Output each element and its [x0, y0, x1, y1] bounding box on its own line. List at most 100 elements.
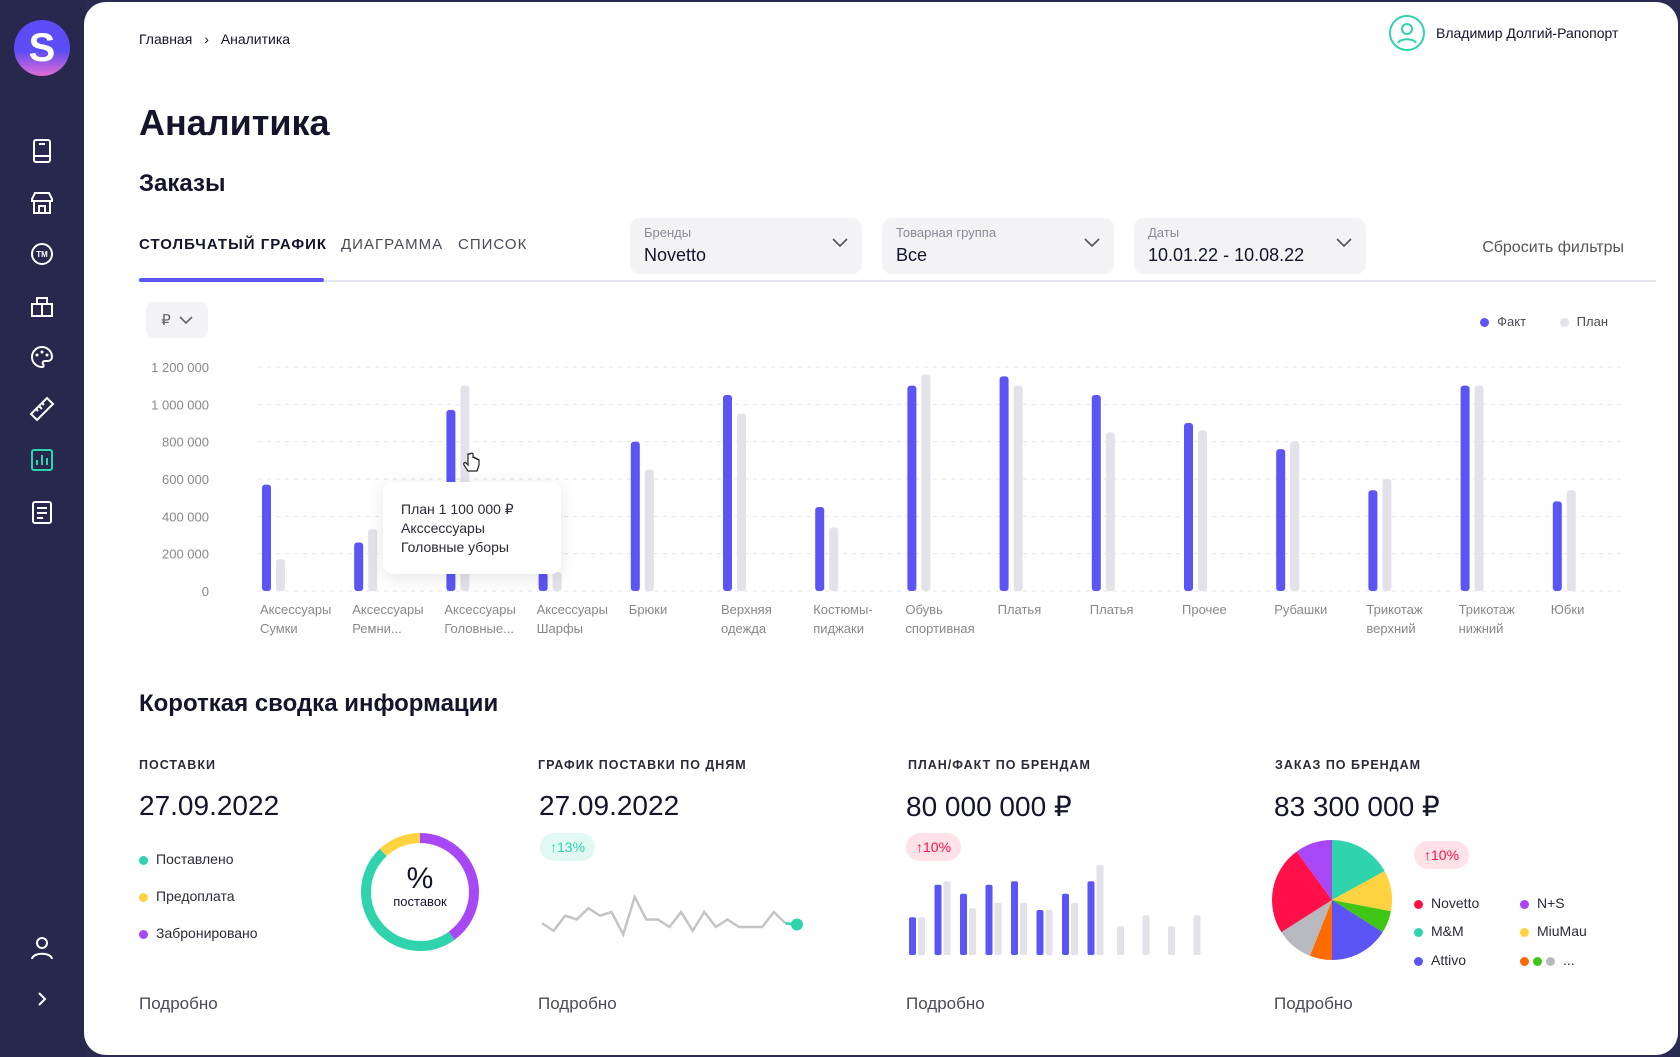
bar-fact [1091, 395, 1101, 591]
pie-chart [1272, 840, 1392, 960]
details-link[interactable]: Подробно [1274, 994, 1353, 1013]
bar-plan [1198, 430, 1207, 591]
user-name: Владимир Долгий-Рапопорт [1436, 25, 1619, 41]
mini-bar-fact [934, 884, 942, 955]
bar-fact [630, 441, 640, 591]
filter-value: Novetto [644, 245, 707, 265]
svg-text:TM: TM [36, 250, 48, 259]
bar-fact [1276, 449, 1286, 591]
user-icon [31, 937, 53, 960]
reset-filters-button[interactable]: Сбросить фильтры [1482, 239, 1624, 256]
currency-select[interactable]: ₽ [146, 302, 208, 338]
bar-fact [1368, 490, 1378, 591]
bar-fact [1460, 385, 1470, 591]
bar-plan [276, 559, 285, 591]
x-tick-label: Юбки [1551, 602, 1585, 617]
bar-plan [1013, 385, 1023, 591]
sidebar-item-store[interactable] [26, 187, 58, 219]
donut-segment [361, 833, 479, 951]
details-link[interactable]: Подробно [538, 994, 617, 1013]
page-title: Аналитика [139, 102, 330, 143]
tab-bar-chart[interactable]: СТОЛБЧАТЫЙ ГРАФИК [139, 236, 328, 253]
mini-bar-fact [985, 884, 993, 955]
card-value: 27.09.2022 [139, 790, 280, 821]
bar-plan [737, 413, 746, 591]
sidebar-item-book[interactable] [26, 135, 58, 167]
legend-item: M&M [1414, 923, 1464, 939]
bar-plan [368, 529, 378, 591]
sparkline [541, 893, 787, 938]
sparkline-chart [541, 893, 803, 938]
x-tick-label: Сумки [260, 621, 298, 636]
x-tick-label: Костюмы- [813, 602, 872, 617]
card-label: ЗАКАЗ ПО БРЕНДАМ [1275, 758, 1422, 772]
mini-bar-plan [918, 917, 925, 955]
product-group-filter[interactable]: Товарная группа Все [882, 218, 1114, 274]
bar-fact [354, 542, 364, 591]
sidebar-item-chevron-right[interactable] [26, 983, 58, 1015]
tooltip-line: План 1 100 000 ₽ [401, 501, 514, 517]
chart-legend: Факт План [1480, 314, 1608, 329]
x-tick-label: Трикотаж [1459, 602, 1516, 617]
mini-bar-fact [1087, 881, 1095, 955]
mini-bar-fact [1011, 881, 1018, 955]
sidebar-item-chart[interactable] [26, 444, 58, 476]
sidebar-item-user[interactable] [26, 932, 58, 964]
bar-chart: 1 200 000 1 000 000 800 000 600 000 400 000 2… [151, 360, 1625, 636]
legend-item: Поставлено [139, 851, 233, 867]
dates-filter[interactable]: Даты 10.01.22 - 10.08.22 [1134, 218, 1366, 274]
logo[interactable]: S [14, 20, 70, 76]
legend-plan-swatch [1559, 318, 1569, 328]
mini-bar-fact [1062, 893, 1069, 955]
legend-fact: Факт [1497, 314, 1527, 329]
tab-list[interactable]: СПИСОК [458, 236, 528, 253]
mini-bar-plan [1045, 910, 1053, 955]
tooltip-line: Акссессуары [401, 520, 485, 536]
x-tick-label: Платья [998, 602, 1042, 617]
x-tick-label: Прочее [1182, 602, 1227, 617]
mini-bar-fact [960, 893, 967, 955]
legend-item: Предоплата [139, 888, 235, 904]
bar-fact [907, 385, 917, 591]
legend-item: N+S [1520, 895, 1565, 911]
sidebar-item-ruler[interactable] [26, 393, 58, 425]
brands-filter[interactable]: Бренды Novetto [630, 218, 862, 274]
currency-value: ₽ [161, 312, 171, 329]
bar-fact [999, 376, 1009, 591]
tab-diagram[interactable]: ДИАГРАММА [341, 236, 444, 253]
pie-slice [1332, 871, 1392, 912]
sidebar-item-report[interactable] [26, 496, 58, 528]
growth-badge: ↑10% [1414, 841, 1470, 869]
sidebar-item-trademark[interactable]: TM [26, 238, 58, 270]
boxes-icon [31, 297, 53, 317]
mini-bar-plan [1071, 902, 1078, 955]
report-icon [32, 501, 52, 524]
sidebar-item-palette[interactable] [26, 341, 58, 373]
y-tick-label: 1 200 000 [151, 360, 209, 375]
pie-slice [1332, 840, 1385, 900]
x-tick-label: пиджаки [813, 621, 864, 636]
details-link[interactable]: Подробно [139, 994, 218, 1013]
growth-badge: ↑10% [906, 833, 962, 861]
y-tick-label: 600 000 [162, 472, 209, 487]
chevron-down-icon [1084, 238, 1100, 248]
active-tab-indicator [139, 278, 324, 282]
user-menu[interactable]: Владимир Долгий-Рапопорт [1388, 14, 1618, 52]
bar-fact [538, 572, 548, 591]
legend-item: Attivo [1414, 952, 1466, 968]
x-tick-label: Шарфы [537, 621, 583, 636]
details-link[interactable]: Подробно [906, 994, 985, 1013]
legend-plan: План [1576, 314, 1608, 329]
card-label: ПОСТАВКИ [139, 758, 216, 772]
x-tick-label: одежда [721, 621, 767, 636]
bar-fact [1552, 501, 1562, 591]
bar-plan [829, 527, 839, 591]
x-tick-label: Трикотаж [1366, 602, 1423, 617]
bar-fact [815, 507, 825, 591]
store-icon [31, 192, 53, 214]
y-tick-label: 200 000 [162, 547, 209, 562]
mini-bar-plan [1096, 865, 1104, 955]
sidebar-item-boxes[interactable] [26, 290, 58, 322]
legend-item-more: ... [1520, 952, 1575, 968]
breadcrumb-home[interactable]: Главная [139, 31, 193, 47]
